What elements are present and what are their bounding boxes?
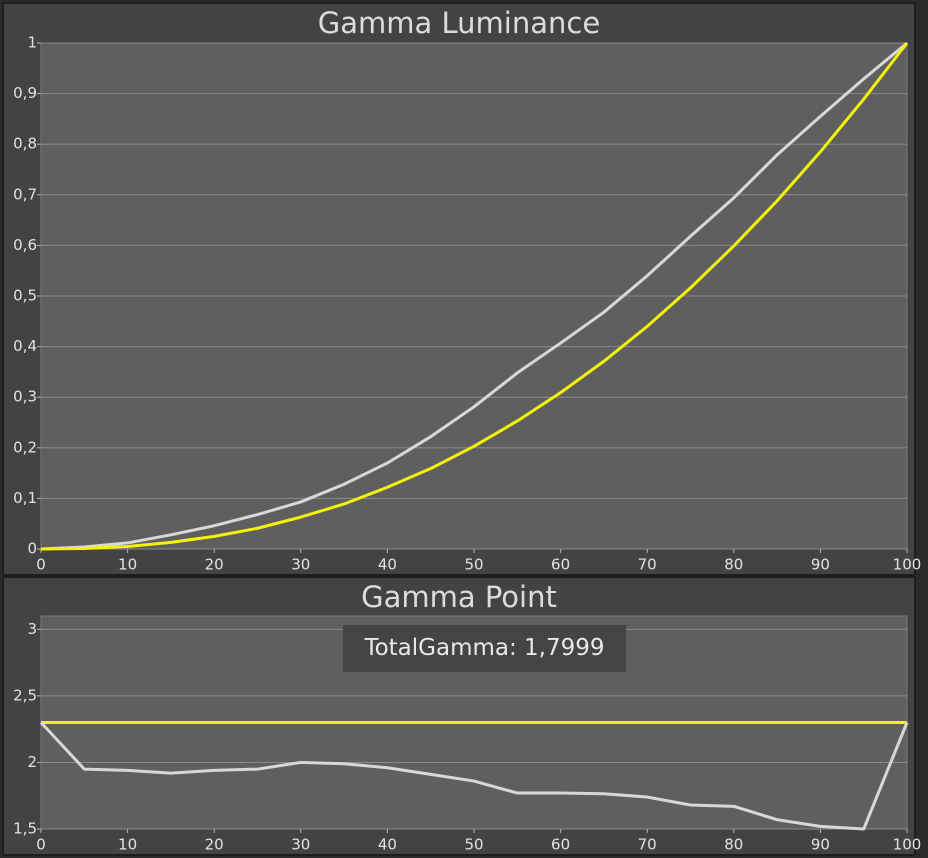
annotation: TotalGamma: 1,7999 <box>363 635 604 661</box>
x-tick-label: 0 <box>36 556 46 574</box>
y-tick-label: 0,8 <box>13 135 37 153</box>
y-tick-label: 1,5 <box>13 820 37 838</box>
x-tick-label: 90 <box>811 836 830 854</box>
y-tick-label: 0,9 <box>13 84 37 102</box>
chart-title: Gamma Point <box>361 580 557 614</box>
x-tick-label: 60 <box>551 556 570 574</box>
series-line <box>40 42 909 551</box>
x-tick-label: 100 <box>893 836 922 854</box>
y-tick-label: 0,3 <box>13 388 37 406</box>
annotation-box <box>343 625 626 672</box>
y-tick-label: 2,5 <box>13 686 37 704</box>
x-tick-label: 40 <box>378 836 397 854</box>
series-line <box>40 41 908 551</box>
x-tick-label: 60 <box>551 836 570 854</box>
x-tick-label: 40 <box>378 556 397 574</box>
y-tick-label: 0,1 <box>13 489 37 507</box>
y-tick-label: 3 <box>27 620 37 638</box>
x-tick-label: 50 <box>464 836 483 854</box>
chart-title: Gamma Luminance <box>318 6 600 40</box>
y-tick-label: 0,6 <box>13 236 37 254</box>
x-tick-label: 20 <box>205 836 224 854</box>
x-tick-label: 30 <box>291 836 310 854</box>
x-tick-label: 10 <box>118 836 137 854</box>
y-tick-label: 0,2 <box>13 438 37 456</box>
y-tick-label: 1 <box>27 34 37 52</box>
y-tick-label: 0,7 <box>13 185 37 203</box>
y-tick-label: 0,5 <box>13 287 37 305</box>
x-tick-label: 50 <box>464 556 483 574</box>
x-tick-label: 30 <box>291 556 310 574</box>
x-tick-label: 0 <box>36 836 46 854</box>
series-line <box>39 721 909 831</box>
x-tick-label: 90 <box>811 556 830 574</box>
x-tick-label: 10 <box>118 556 137 574</box>
x-tick-label: 80 <box>724 556 743 574</box>
y-tick-label: 2 <box>27 753 37 771</box>
x-tick-label: 20 <box>205 556 224 574</box>
y-tick-label: 0,4 <box>13 337 37 355</box>
x-tick-label: 80 <box>724 836 743 854</box>
x-tick-label: 70 <box>638 556 657 574</box>
y-tick-label: 0 <box>27 540 37 558</box>
x-tick-label: 100 <box>893 556 922 574</box>
x-tick-label: 70 <box>638 836 657 854</box>
